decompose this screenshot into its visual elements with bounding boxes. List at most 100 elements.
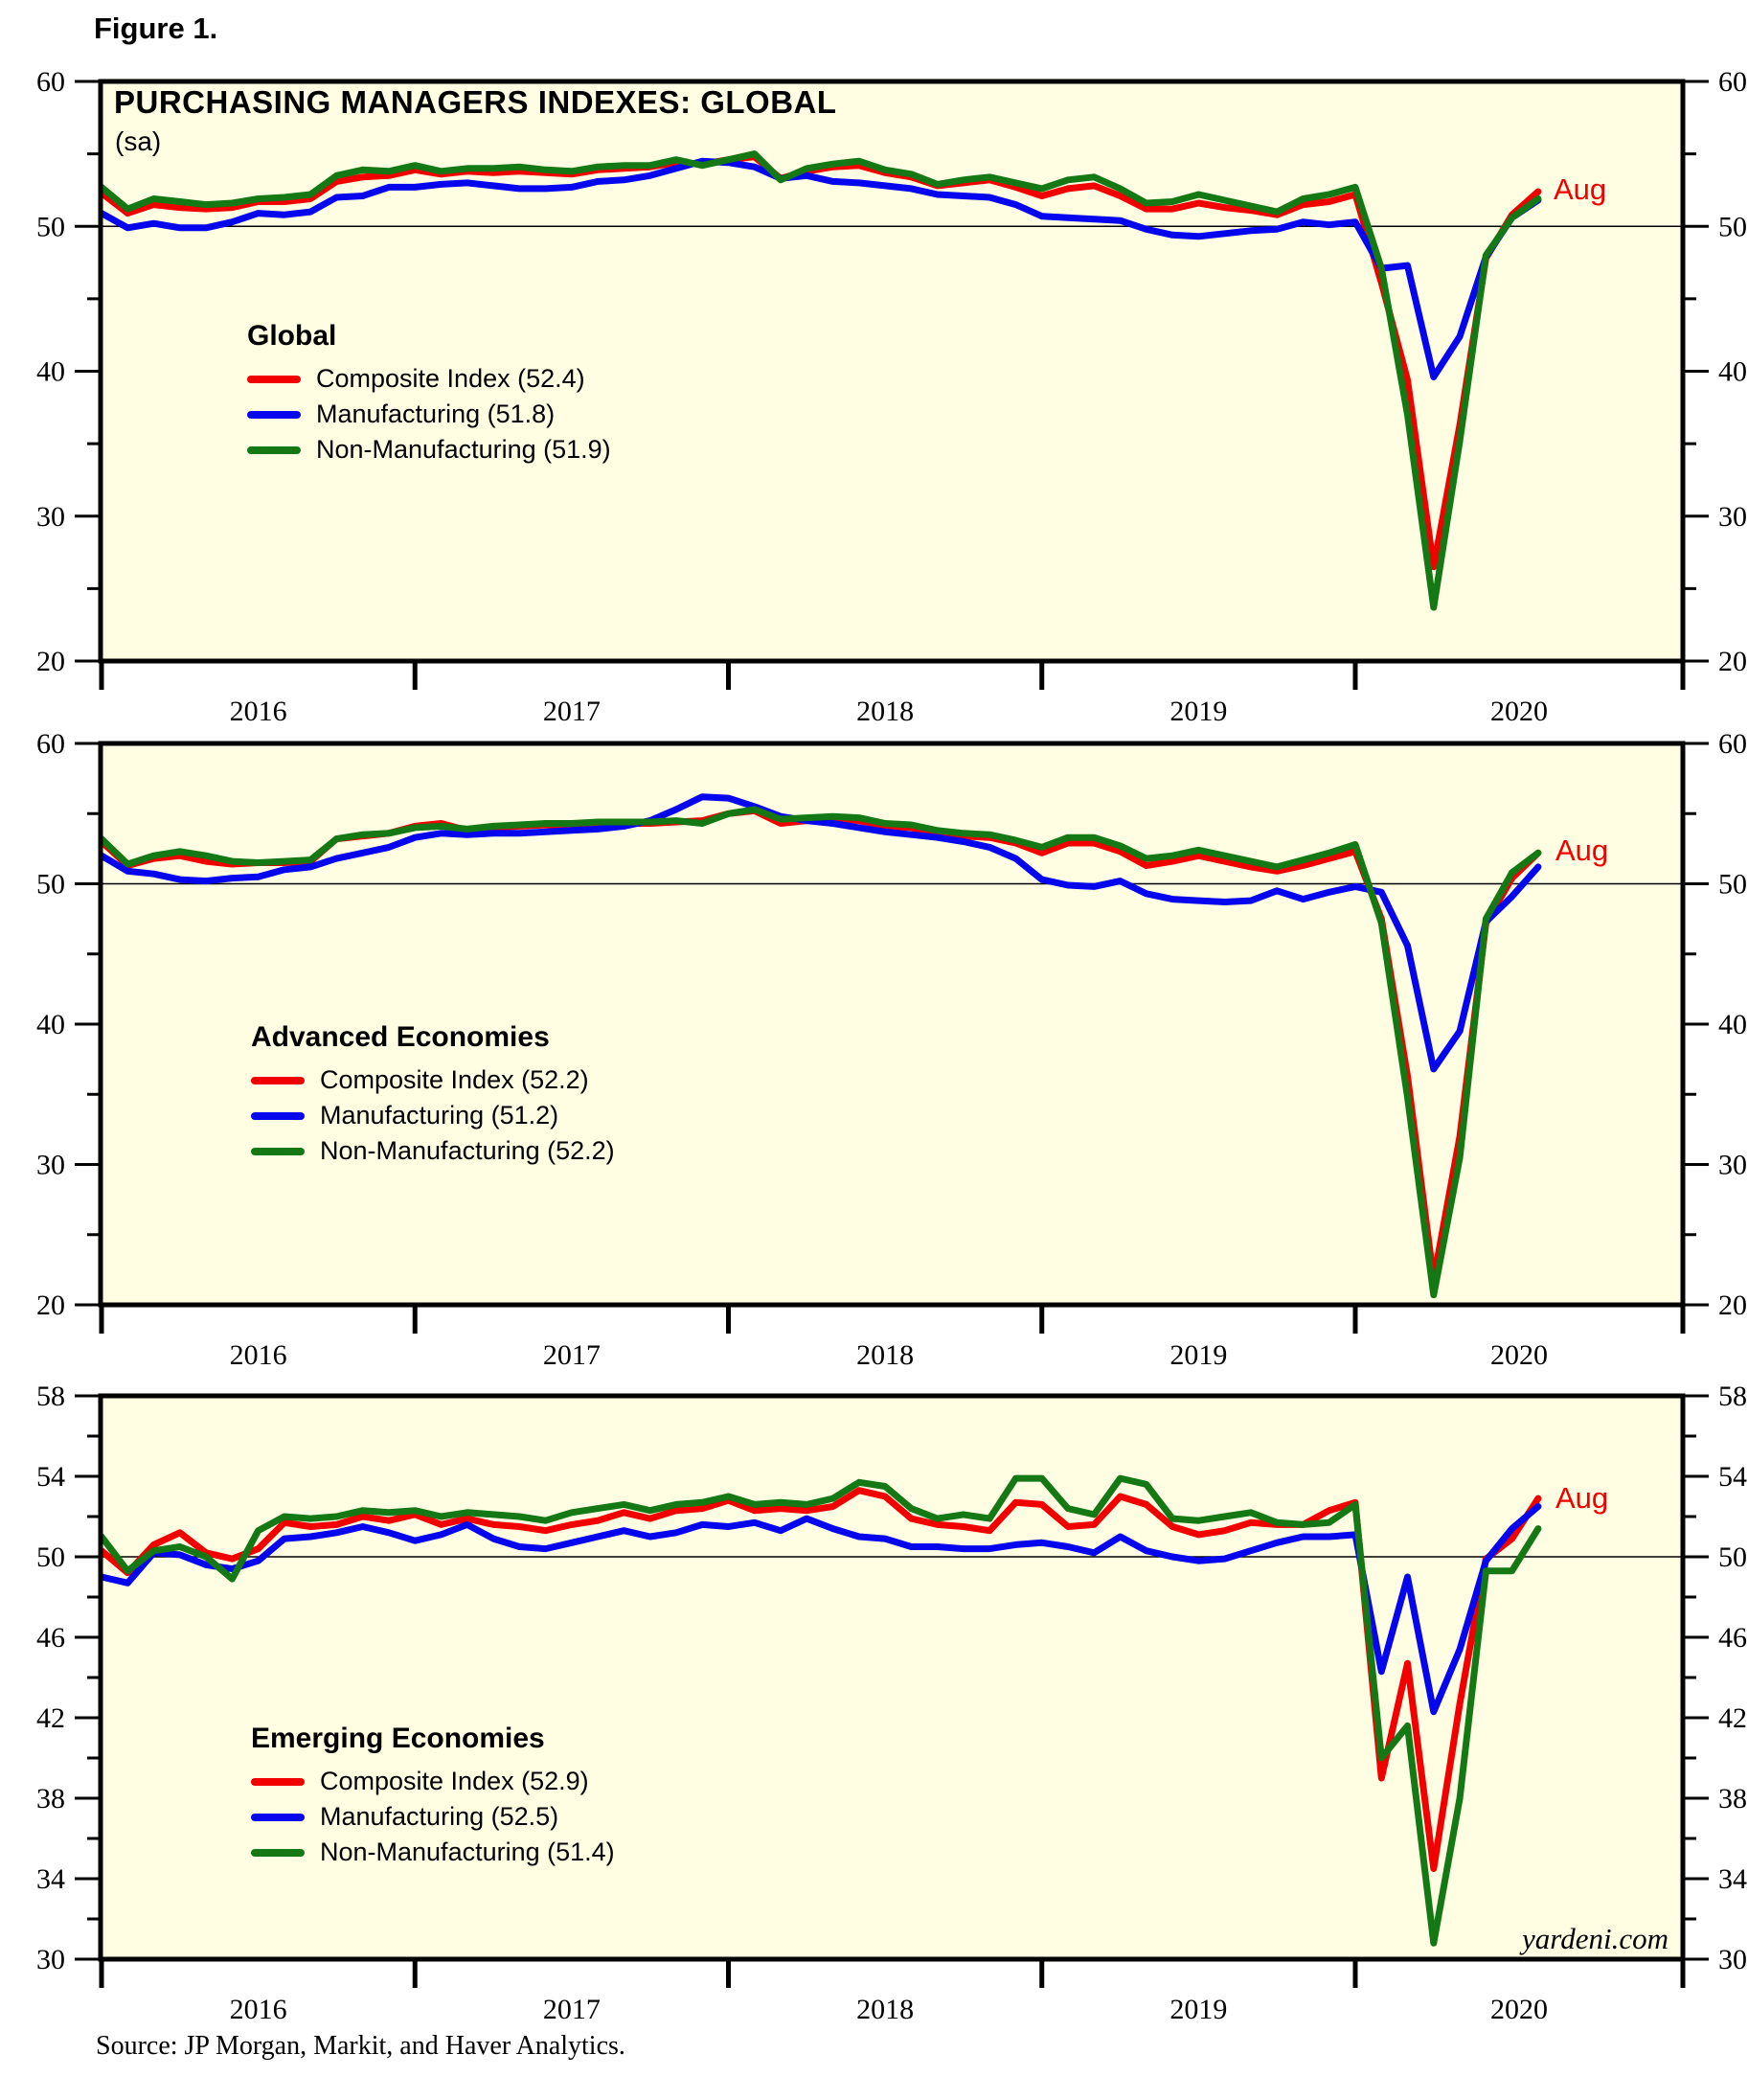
y-tick-label-right: 50	[1718, 211, 1747, 242]
legend-label-composite: Composite Index (52.4)	[316, 364, 585, 393]
legend-label-composite: Composite Index (52.9)	[320, 1767, 589, 1795]
y-tick-label-right: 54	[1718, 1461, 1747, 1493]
manufacturing-line-swatch	[251, 1813, 305, 1821]
y-tick-label-right: 60	[1718, 66, 1747, 98]
plot-border	[98, 741, 1686, 1308]
x-year-label: 2016	[230, 1339, 287, 1371]
line-manufacturing	[98, 793, 1542, 1073]
y-tick-label-left: 30	[36, 1150, 65, 1181]
y-tick-label-right: 50	[1718, 869, 1747, 901]
y-tick-label-right: 60	[1718, 728, 1747, 760]
legend-item-non-manufacturing: Non-Manufacturing (51.4)	[251, 1835, 615, 1870]
legend-item-manufacturing: Manufacturing (51.8)	[247, 397, 611, 432]
chart-subtitle: (sa)	[115, 126, 162, 156]
x-year-label: 2016	[230, 1994, 287, 2025]
composite-line-swatch	[251, 1076, 305, 1084]
y-tick-label-right: 40	[1718, 356, 1747, 388]
y-tick-label-right: 30	[1718, 501, 1747, 533]
y-tick-label-left: 40	[36, 1009, 65, 1040]
x-year-label: 2017	[543, 1994, 601, 2025]
y-tick-label-left: 42	[36, 1702, 65, 1734]
aug-annotation-advanced: Aug	[1555, 833, 1609, 867]
y-tick-label-right: 30	[1718, 1944, 1747, 1975]
legend-title-global: Global	[247, 320, 337, 352]
legend-label-non-manufacturing: Non-Manufacturing (51.9)	[316, 435, 611, 464]
legend-item-non-manufacturing: Non-Manufacturing (51.9)	[247, 432, 611, 468]
legend-label-non-manufacturing: Non-Manufacturing (51.4)	[320, 1838, 615, 1866]
manufacturing-line-swatch	[251, 1111, 305, 1120]
yardeni-watermark: yardeni.com	[1522, 1922, 1669, 1955]
legend-label-manufacturing: Manufacturing (51.2)	[320, 1101, 559, 1130]
legend-advanced-economies: Advanced Economies Composite Index (52.2…	[251, 1021, 615, 1169]
y-tick-label-left: 20	[36, 646, 65, 677]
figure-label: Figure 1.	[94, 11, 218, 45]
y-tick-label-left: 30	[36, 1944, 65, 1975]
y-tick-label-right: 42	[1718, 1702, 1747, 1734]
x-year-label: 2019	[1169, 1994, 1227, 2025]
panel-2: 30 30 34 34 38 38 42 42 46 46 50 50 54 54 58 58 2016 2017…	[36, 1381, 1747, 2025]
y-tick-label-left: 34	[36, 1863, 65, 1895]
legend-item-composite: Composite Index (52.4)	[247, 361, 611, 397]
non-manufacturing-line-swatch	[251, 1147, 305, 1155]
y-tick-label-left: 38	[36, 1783, 65, 1815]
y-tick-label-right: 58	[1718, 1381, 1747, 1412]
legend-item-manufacturing: Manufacturing (51.2)	[251, 1098, 615, 1133]
line-non_manufacturing	[98, 806, 1542, 1299]
legend-label-non-manufacturing: Non-Manufacturing (52.2)	[320, 1136, 615, 1165]
plot-border	[98, 79, 1686, 664]
x-year-label: 2018	[856, 1994, 914, 2025]
source-note: Source: JP Morgan, Markit, and Haver Ana…	[96, 2031, 625, 2061]
composite-line-swatch	[251, 1777, 305, 1786]
legend-emerging-economies: Emerging Economies Composite Index (52.9…	[251, 1723, 615, 1870]
x-year-label: 2017	[543, 696, 601, 727]
legend-title-emerging: Emerging Economies	[251, 1723, 545, 1754]
y-tick-label-right: 46	[1718, 1622, 1747, 1654]
y-tick-label-left: 20	[36, 1290, 65, 1321]
x-year-label: 2018	[856, 696, 914, 727]
x-year-label: 2018	[856, 1339, 914, 1371]
y-tick-label-right: 20	[1718, 1290, 1747, 1321]
x-year-label: 2016	[230, 696, 287, 727]
composite-line-swatch	[247, 375, 301, 383]
legend-item-manufacturing: Manufacturing (52.5)	[251, 1799, 615, 1835]
y-tick-label-right: 30	[1718, 1150, 1747, 1181]
aug-annotation-emerging: Aug	[1555, 1481, 1609, 1515]
y-tick-label-left: 50	[36, 211, 65, 242]
x-year-label: 2019	[1169, 696, 1227, 727]
legend-global: Global Composite Index (52.4) Manufactur…	[247, 320, 611, 468]
y-tick-label-left: 60	[36, 728, 65, 760]
non-manufacturing-line-swatch	[247, 445, 301, 454]
legend-label-composite: Composite Index (52.2)	[320, 1065, 589, 1094]
legend-title-advanced: Advanced Economies	[251, 1021, 550, 1053]
y-tick-label-right: 40	[1718, 1009, 1747, 1040]
chart-title: PURCHASING MANAGERS INDEXES: GLOBAL	[114, 84, 837, 120]
y-tick-label-right: 38	[1718, 1783, 1747, 1815]
legend-item-non-manufacturing: Non-Manufacturing (52.2)	[251, 1133, 615, 1169]
non-manufacturing-line-swatch	[251, 1848, 305, 1857]
y-tick-label-left: 50	[36, 1541, 65, 1573]
x-year-label: 2020	[1490, 1339, 1548, 1371]
line-non_manufacturing	[98, 150, 1542, 611]
manufacturing-line-swatch	[247, 410, 301, 419]
y-tick-label-left: 40	[36, 356, 65, 388]
x-year-label: 2020	[1490, 696, 1548, 727]
x-year-label: 2019	[1169, 1339, 1227, 1371]
line-non_manufacturing	[98, 1474, 1542, 1947]
y-tick-label-left: 54	[36, 1461, 65, 1493]
x-year-label: 2020	[1490, 1994, 1548, 2025]
y-tick-label-left: 30	[36, 501, 65, 533]
y-tick-label-right: 34	[1718, 1863, 1747, 1895]
y-tick-label-left: 50	[36, 869, 65, 901]
aug-annotation-global: Aug	[1554, 172, 1607, 206]
y-tick-label-left: 58	[36, 1381, 65, 1412]
y-tick-label-left: 46	[36, 1622, 65, 1654]
y-tick-label-right: 50	[1718, 1541, 1747, 1573]
line-manufacturing	[98, 1503, 1542, 1716]
y-tick-label-left: 60	[36, 66, 65, 98]
plot-border	[98, 1393, 1686, 1962]
y-tick-label-right: 20	[1718, 646, 1747, 677]
legend-item-composite: Composite Index (52.9)	[251, 1764, 615, 1799]
